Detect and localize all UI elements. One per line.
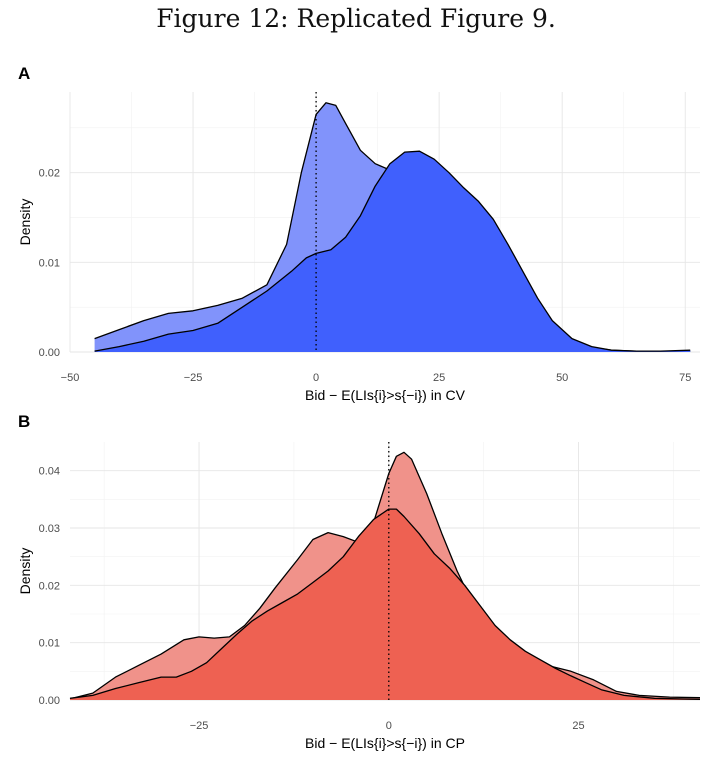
panel-label-a: A [18, 64, 31, 83]
x-tick-label: 0 [386, 720, 392, 732]
y-tick-label: 0.02 [39, 580, 60, 592]
x-tick-label: −25 [184, 372, 203, 384]
y-axis-title: Density [17, 548, 33, 595]
y-tick-label: 0.04 [39, 466, 60, 478]
y-tick-label: 0.00 [39, 695, 60, 707]
x-tick-label: 75 [679, 372, 691, 384]
figure-title: Figure 12: Replicated Figure 9. [156, 4, 556, 33]
density-line-2 [94, 150, 691, 352]
y-tick-label: 0.00 [39, 347, 60, 359]
y-axis-title: Density [17, 199, 33, 246]
density-chart-a: −50 −25 0 25 50 75 0.00 0.01 0.02 Bid − E(LIs{i}>… [17, 92, 700, 403]
x-tick-label: 25 [572, 720, 584, 732]
density-line-2 [69, 508, 701, 701]
x-tick-label: −50 [61, 372, 80, 384]
x-axis-title: Bid − E(LIs{i}>s{−i}) in CP [305, 735, 465, 751]
density-area-2 [70, 509, 700, 700]
x-tick-label: 25 [433, 372, 445, 384]
panel-label-b: B [18, 412, 31, 431]
y-tick-label: 0.03 [39, 523, 60, 535]
density-area-2 [94, 151, 691, 352]
x-tick-label: 0 [313, 372, 319, 384]
y-tick-label: 0.01 [39, 638, 60, 650]
x-tick-label: 50 [556, 372, 568, 384]
x-axis-title: Bid − E(LIs{i}>s{−i}) in CV [305, 387, 466, 403]
y-tick-label: 0.02 [39, 168, 60, 180]
y-tick-label: 0.01 [39, 257, 60, 269]
x-tick-label: −25 [190, 720, 209, 732]
